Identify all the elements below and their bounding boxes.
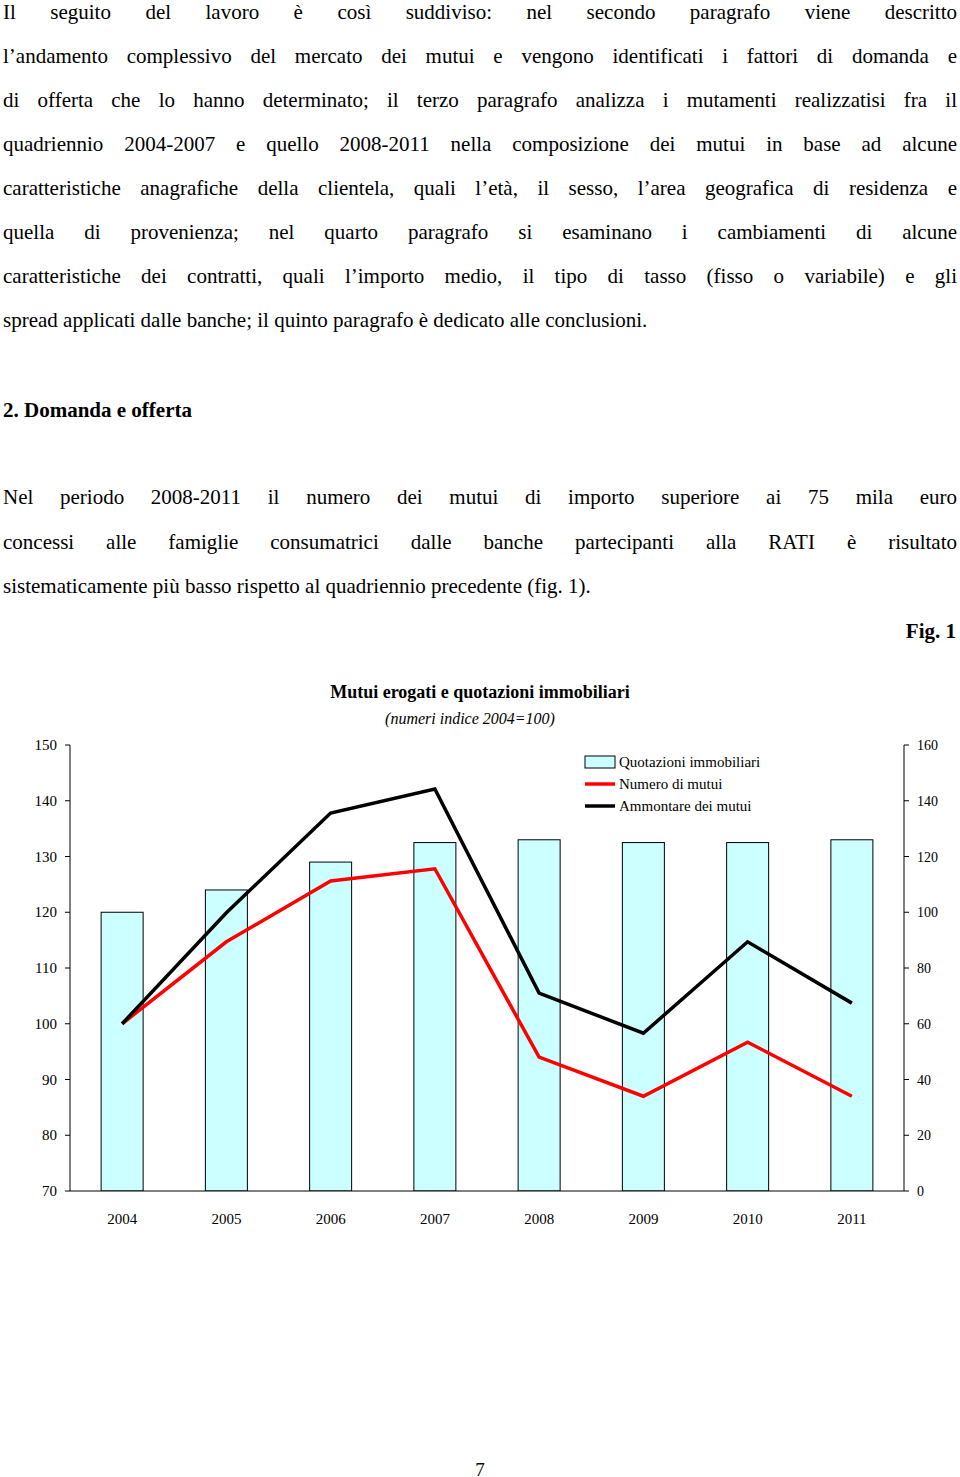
x-axis [70,1191,904,1192]
text-line: caratteristiche anagrafiche della client… [3,175,957,201]
text-line: caratteristiche dei contratti, quali l’i… [3,263,957,289]
y2-tick [904,1191,909,1192]
y2-tick-label: 120 [917,850,938,865]
y-tick-label: 130 [35,849,58,865]
bar [518,840,560,1191]
y2-tick [904,1079,909,1080]
x-tick-label: 2004 [107,1211,138,1227]
text-line: di offerta che lo hanno determinato; il … [3,87,957,113]
legend-label: Quotazioni immobiliari [619,754,760,770]
bar [310,862,352,1191]
bar [622,843,664,1191]
y-tick-label: 80 [42,1127,57,1143]
y2-tick-label: 20 [917,1128,931,1143]
text-line: sistematicamente più basso rispetto al q… [3,573,957,599]
text-line: quadriennio 2004-2007 e quello 2008-2011… [3,131,957,157]
text-line: concessi alle famiglie consumatrici dall… [3,529,957,555]
y-tick [65,1079,70,1080]
legend-swatch [585,756,615,768]
text-line: Il seguito del lavoro è così suddiviso: … [3,0,957,25]
y2-tick-label: 40 [917,1073,931,1088]
x-tick-label: 2005 [211,1211,241,1227]
y-tick [65,856,70,857]
x-tick-label: 2010 [733,1211,763,1227]
text-line: l’andamento complessivo del mercato dei … [3,43,957,69]
x-tick-label: 2009 [628,1211,658,1227]
y-tick-label: 70 [42,1183,57,1199]
y-tick-label: 140 [35,793,58,809]
legend-box [581,750,801,816]
bar [101,912,143,1191]
x-tick-label: 2007 [420,1211,451,1227]
line-series [122,869,852,1096]
y-tick-label: 110 [35,960,57,976]
y2-tick-label: 0 [917,1184,924,1199]
figure-label: Fig. 1 [906,618,956,644]
legend-swatch [585,782,615,786]
y-tick [65,1023,70,1024]
x-tick-label: 2011 [837,1211,866,1227]
y-axis [70,745,71,1191]
y2-tick [904,800,909,801]
x-tick-label: 2008 [524,1211,554,1227]
y-tick-label: 100 [35,1016,58,1032]
y2-tick [904,745,909,746]
chart-title: Mutui erogati e quotazioni immobiliari [330,682,630,702]
y-tick-label: 150 [35,737,58,753]
y2-tick-label: 80 [917,961,931,976]
y2-axis [904,745,905,1191]
y-tick-label: 90 [42,1072,57,1088]
y2-tick [904,1023,909,1024]
y2-tick-label: 140 [917,794,938,809]
chart: Mutui erogati e quotazioni immobiliari (n… [0,0,960,1477]
y-tick [65,968,70,969]
y2-tick-label: 160 [917,738,938,753]
y-tick [65,745,70,746]
y2-tick [904,856,909,857]
text-line: quella di provenienza; nel quarto paragr… [3,219,957,245]
legend-label: Numero di mutui [619,776,722,792]
y-tick [65,1135,70,1136]
bar [727,843,769,1191]
y2-tick [904,1135,909,1136]
y-tick-label: 120 [35,904,58,920]
text-line: Nel periodo 2008-2011 il numero dei mutu… [3,484,957,510]
section-heading: 2. Domanda e offerta [3,397,192,423]
legend-swatch [585,804,615,808]
y2-tick [904,968,909,969]
y-tick [65,800,70,801]
y-tick [65,1191,70,1192]
y-tick [65,912,70,913]
bar [831,840,873,1191]
y2-tick [904,912,909,913]
page-number: 7 [0,1458,960,1477]
plot-marks [101,789,873,1191]
legend-label: Ammontare dei mutui [619,798,751,814]
y2-tick-label: 100 [917,905,938,920]
line-series [122,789,852,1033]
y2-tick-label: 60 [917,1017,931,1032]
text-line: spread applicati dalle banche; il quinto… [3,307,957,333]
x-tick-label: 2006 [316,1211,347,1227]
chart-subtitle: (numeri indice 2004=100) [385,710,555,728]
